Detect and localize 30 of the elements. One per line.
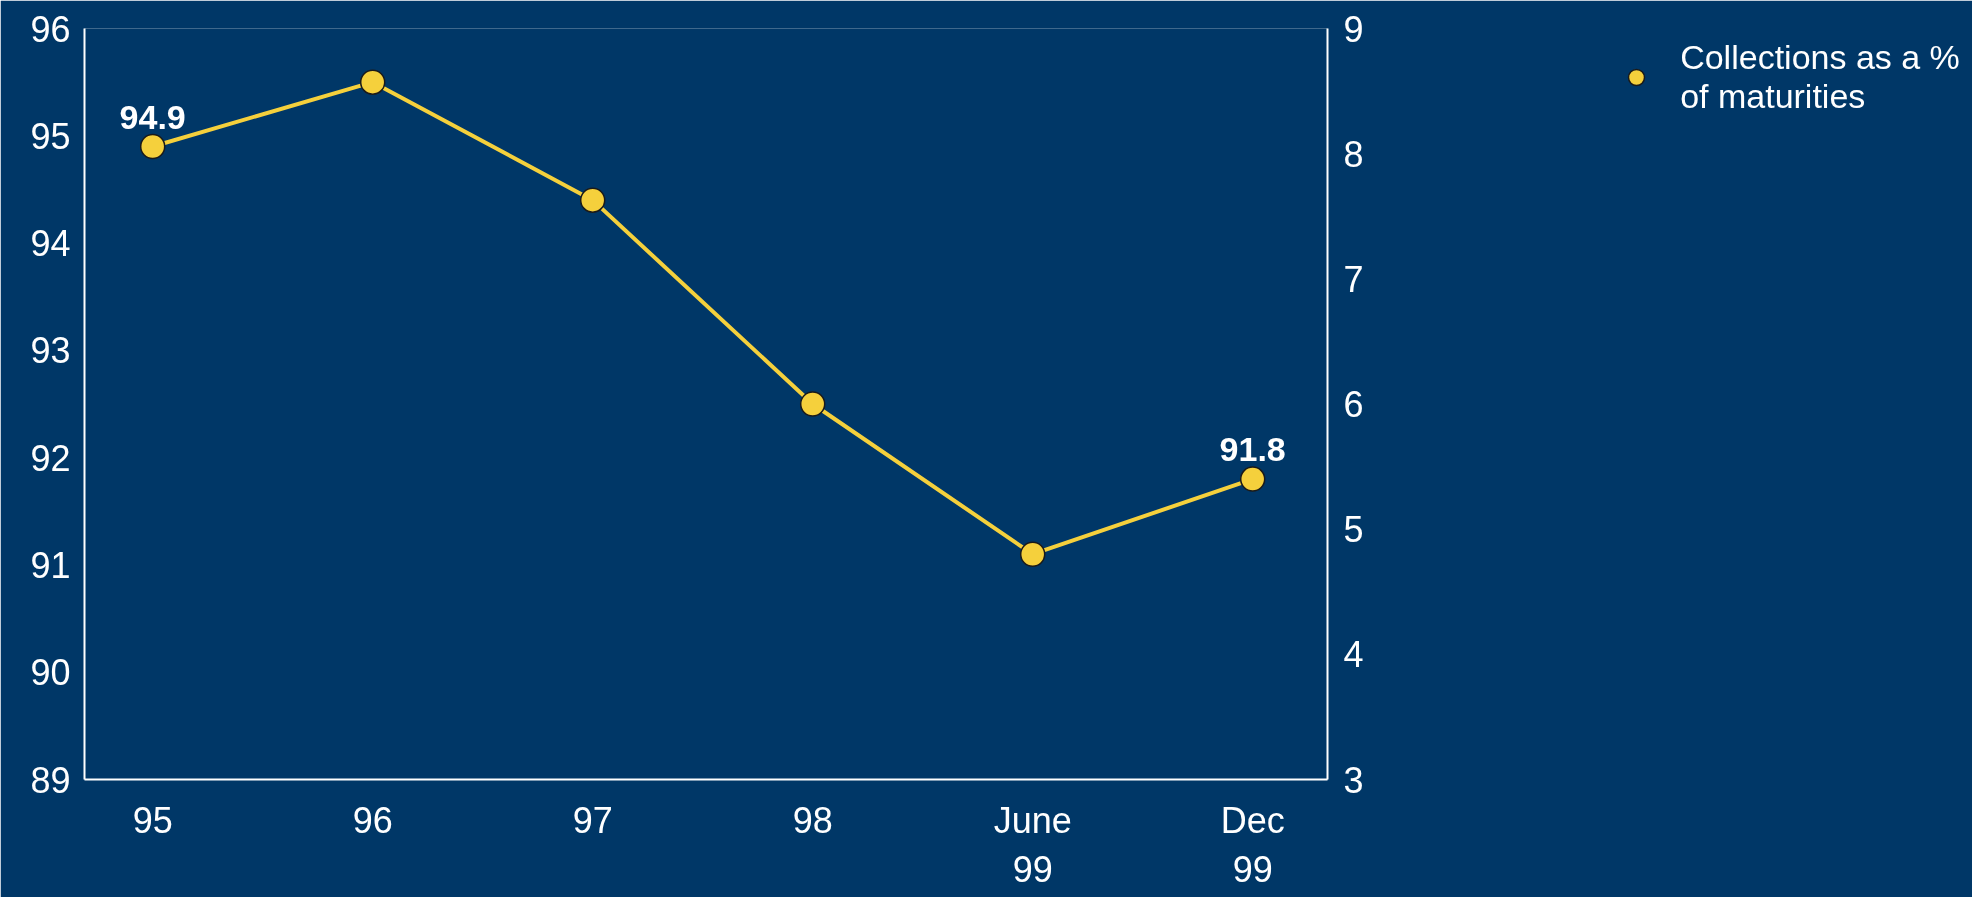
x-tick-label: Dec 99 bbox=[1220, 799, 1285, 890]
x-tick-label: 95 bbox=[132, 799, 173, 841]
point bbox=[359, 69, 386, 95]
x-tick-label: 97 bbox=[572, 799, 613, 841]
x-tick-label: June 99 bbox=[993, 799, 1072, 890]
y-tick-label: 96 bbox=[30, 8, 71, 50]
point bbox=[1019, 541, 1046, 567]
y-tick-label: 92 bbox=[30, 437, 71, 479]
legend-label: Collections as a % of maturities bbox=[1680, 38, 1960, 116]
y2-tick-label: 8 bbox=[1343, 133, 1364, 175]
point bbox=[799, 391, 826, 417]
y-tick-label: 93 bbox=[30, 330, 71, 372]
point bbox=[139, 133, 166, 160]
y-tick-label: 90 bbox=[30, 652, 71, 694]
y2-tick-label: 5 bbox=[1343, 509, 1364, 551]
y2-tick-label: 7 bbox=[1343, 258, 1364, 300]
y-tick-label: 89 bbox=[30, 759, 71, 801]
y2-tick-label: 9 bbox=[1343, 8, 1364, 50]
x-tick-label: 96 bbox=[352, 799, 393, 841]
x-tick-label: 98 bbox=[792, 799, 833, 841]
point bbox=[1239, 466, 1266, 492]
y2-tick-label: 6 bbox=[1343, 384, 1364, 425]
point bbox=[579, 187, 606, 213]
data-label: 91.8 bbox=[1219, 430, 1286, 469]
y2-tick-label: 3 bbox=[1343, 759, 1364, 801]
data-label: 94.9 bbox=[119, 97, 186, 136]
y-tick-label: 94 bbox=[30, 223, 71, 265]
y-tick-label: 91 bbox=[30, 544, 71, 586]
y-tick-label: 95 bbox=[30, 115, 71, 157]
y2-tick-label: 4 bbox=[1343, 634, 1364, 676]
